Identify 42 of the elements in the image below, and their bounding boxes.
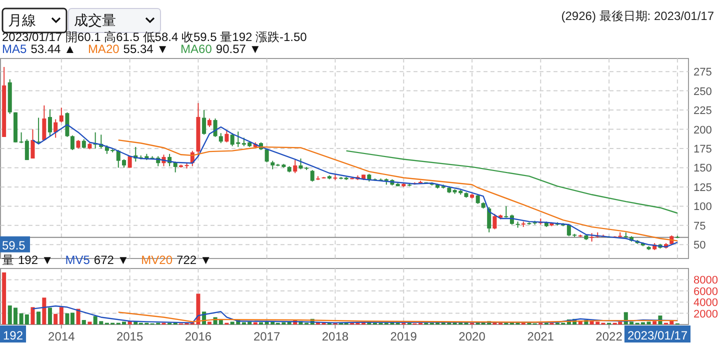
y-tick-label: 150 <box>694 162 712 175</box>
text: 192 <box>3 328 24 342</box>
text: 53.44 ▲ <box>30 42 76 56</box>
text: MA60 <box>180 42 212 56</box>
y-tick-label: 2000 <box>694 308 718 320</box>
y-tick-label: 225 <box>694 105 712 118</box>
text: MA20 <box>88 42 120 56</box>
y-tick-label: 6000 <box>694 286 718 298</box>
annotation: 672 ▼ <box>94 253 130 267</box>
y-tick-label: 175 <box>694 144 712 156</box>
text: 55.34 ▼ <box>123 42 169 56</box>
annotation: 722 ▼ <box>176 253 212 267</box>
y-tick-label: 125 <box>694 182 712 194</box>
y-tick-label: 75 <box>694 220 706 232</box>
x-tick-label: 2018 <box>322 330 349 344</box>
series-label: 量 <box>2 253 14 267</box>
text: MA5 <box>2 42 27 56</box>
text: 月線 <box>8 12 36 28</box>
y-tick-label: 275 <box>694 66 712 79</box>
y-tick-label: 4000 <box>694 297 718 310</box>
y-tick-label: 100 <box>694 201 712 214</box>
text: MV20 <box>141 253 173 267</box>
text: 90.57 ▼ <box>216 42 262 56</box>
text: 2023/01/17 開60.1 高61.5 低58.4 收59.5 量192 漲跌-1.50 <box>2 30 308 44</box>
y-tick-label: 50 <box>694 240 706 252</box>
x-tick-label: 2016 <box>184 330 212 344</box>
x-tick-label: 2017 <box>253 330 280 344</box>
y-tick-label: 8000 <box>694 274 718 287</box>
x-tick-label: 2020 <box>458 330 486 344</box>
text: (2926) 最後日期: 2023/01/17 <box>561 9 714 23</box>
x-tick-label: 2021 <box>527 330 554 344</box>
x-tick-label: 2015 <box>116 330 144 344</box>
annotation: 192 ▼ <box>18 253 54 267</box>
x-tick-label: 2019 <box>390 330 418 344</box>
ref-line-label: 59.5 <box>2 238 26 252</box>
x-tick-label: 2022 <box>596 330 623 344</box>
y-tick-label: 250 <box>694 86 712 98</box>
text: MV5 <box>65 253 90 267</box>
y-tick-label: 200 <box>694 124 712 136</box>
text: 成交量 <box>74 12 116 28</box>
text: 2023/01/17 <box>627 328 688 342</box>
x-tick-label: 2014 <box>48 330 76 344</box>
